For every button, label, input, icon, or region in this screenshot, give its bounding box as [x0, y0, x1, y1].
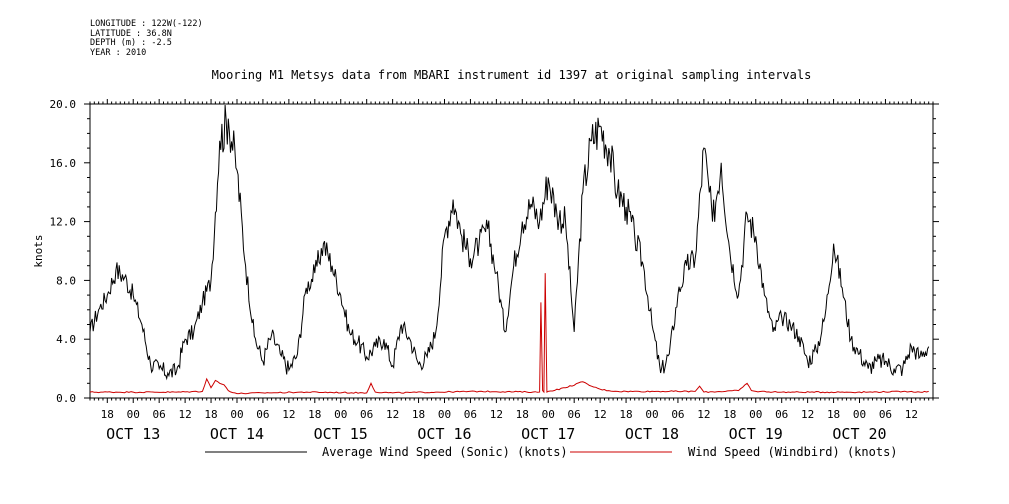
x-hour-label: 00: [127, 408, 140, 421]
metadata-block: LONGITUDE : 122W(-122) LATITUDE : 36.8N …: [90, 19, 203, 58]
x-date-label: OCT 19: [729, 425, 783, 443]
x-date-label: OCT 17: [521, 425, 575, 443]
sonic-series-line: [89, 104, 930, 381]
y-tick-label: 12.0: [50, 216, 77, 229]
legend-label-sonic: Average Wind Speed (Sonic) (knots): [322, 445, 568, 459]
x-hour-label: 06: [256, 408, 269, 421]
x-hour-label: 12: [490, 408, 503, 421]
x-hour-label: 12: [697, 408, 710, 421]
x-hour-label: 00: [853, 408, 866, 421]
x-hour-label: 00: [645, 408, 658, 421]
x-date-label: OCT 18: [625, 425, 679, 443]
x-hour-label: 00: [334, 408, 347, 421]
x-hour-label: 06: [464, 408, 477, 421]
longitude-text: LONGITUDE : 122W(-122): [90, 19, 203, 29]
year-text: YEAR : 2010: [90, 47, 147, 58]
x-date-label: OCT 16: [417, 425, 471, 443]
y-tick-label: 16.0: [50, 157, 77, 170]
x-hour-label: 00: [230, 408, 243, 421]
x-hour-label: 06: [360, 408, 373, 421]
x-hour-label: 18: [723, 408, 736, 421]
y-tick-label: 8.0: [56, 274, 76, 287]
x-date-label: OCT 15: [314, 425, 368, 443]
x-hour-label: 18: [412, 408, 425, 421]
x-hour-label: 12: [905, 408, 918, 421]
x-hour-label: 12: [801, 408, 814, 421]
y-tick-label: 4.0: [56, 333, 76, 346]
x-hour-label: 18: [204, 408, 217, 421]
x-hour-label: 12: [178, 408, 191, 421]
x-hour-label: 00: [749, 408, 762, 421]
x-hour-label: 00: [438, 408, 451, 421]
x-hour-label: 18: [101, 408, 114, 421]
y-axis-label: knots: [32, 234, 45, 267]
legend-label-windbird: Wind Speed (Windbird) (knots): [688, 445, 898, 459]
x-hour-label: 06: [775, 408, 788, 421]
chart-title: Mooring M1 Metsys data from MBARI instru…: [211, 68, 812, 82]
x-hour-label: 12: [593, 408, 606, 421]
x-hour-label: 18: [827, 408, 840, 421]
x-hour-label: 12: [386, 408, 399, 421]
x-date-label: OCT 20: [832, 425, 886, 443]
x-hour-label: 18: [516, 408, 529, 421]
x-hour-label: 18: [619, 408, 632, 421]
depth-text: DEPTH (m) : -2.5: [90, 38, 172, 49]
x-date-label: OCT 13: [106, 425, 160, 443]
latitude-text: LATITUDE : 36.8N: [90, 28, 172, 39]
y-tick-label: 0.0: [56, 392, 76, 405]
x-hour-label: 06: [153, 408, 166, 421]
x-date-label: OCT 14: [210, 425, 264, 443]
windbird-series-line: [89, 273, 929, 395]
x-hour-label: 06: [568, 408, 581, 421]
x-hour-label: 00: [542, 408, 555, 421]
y-tick-label: 20.0: [50, 98, 77, 111]
x-hour-label: 18: [308, 408, 321, 421]
plot-frame: [89, 103, 934, 399]
x-hour-label: 12: [282, 408, 295, 421]
x-hour-label: 06: [879, 408, 892, 421]
x-hour-label: 06: [671, 408, 684, 421]
